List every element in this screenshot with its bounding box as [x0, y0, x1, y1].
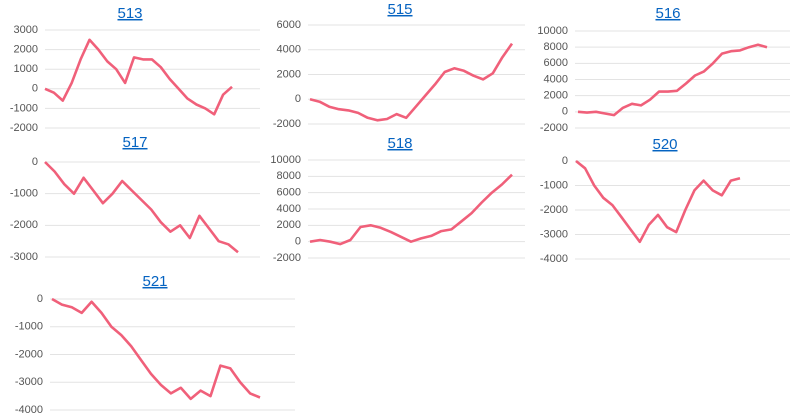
chart-title[interactable]: 513 — [117, 5, 142, 22]
y-tick-label: -2000 — [15, 348, 43, 360]
y-tick-label: 1000 — [14, 63, 38, 75]
chart-title[interactable]: 516 — [655, 5, 680, 22]
y-tick-label: -4000 — [540, 253, 568, 265]
y-tick-label: -1000 — [10, 188, 38, 200]
y-tick-label: -2000 — [273, 252, 301, 264]
y-tick-label: 2000 — [14, 44, 38, 56]
y-tick-label: -2000 — [540, 122, 568, 134]
y-tick-label: 0 — [37, 293, 43, 305]
chart-title[interactable]: 518 — [387, 135, 412, 152]
y-tick-label: 8000 — [277, 170, 301, 182]
y-tick-label: 2000 — [544, 90, 568, 102]
y-tick-label: 4000 — [277, 44, 301, 56]
chart-title[interactable]: 521 — [142, 273, 167, 290]
y-tick-label: 2000 — [277, 68, 301, 80]
y-tick-label: -2000 — [10, 122, 38, 134]
y-tick-label: -3000 — [540, 228, 568, 240]
y-tick-label: -2000 — [540, 204, 568, 216]
y-tick-label: 6000 — [277, 187, 301, 199]
y-tick-label: 10000 — [270, 154, 301, 166]
y-tick-label: -1000 — [10, 102, 38, 114]
data-line — [44, 161, 239, 254]
y-tick-label: 0 — [562, 106, 568, 118]
y-tick-label: 3000 — [14, 24, 38, 36]
y-tick-label: 6000 — [277, 19, 301, 31]
y-tick-label: 2000 — [277, 219, 301, 231]
chart-title[interactable]: 515 — [387, 1, 412, 18]
y-tick-label: -3000 — [10, 251, 38, 263]
y-tick-label: -4000 — [15, 404, 43, 416]
y-tick-label: 10000 — [537, 25, 568, 37]
y-tick-label: 0 — [295, 236, 301, 248]
chart-title[interactable]: 520 — [652, 136, 677, 153]
y-tick-label: -1000 — [540, 179, 568, 191]
y-tick-label: 0 — [32, 83, 38, 95]
y-tick-label: 0 — [295, 93, 301, 105]
y-tick-label: 0 — [562, 155, 568, 167]
data-line — [309, 42, 514, 122]
y-tick-label: 0 — [32, 156, 38, 168]
y-tick-label: 8000 — [544, 41, 568, 53]
data-line — [51, 297, 261, 401]
y-tick-label: -1000 — [15, 321, 43, 333]
y-tick-label: 4000 — [544, 73, 568, 85]
chart-title[interactable]: 517 — [122, 134, 147, 151]
y-tick-label: -2000 — [10, 219, 38, 231]
y-tick-label: -2000 — [273, 118, 301, 130]
data-line — [44, 38, 233, 116]
data-line — [575, 159, 741, 244]
data-line — [577, 43, 768, 117]
y-tick-label: 4000 — [277, 203, 301, 215]
data-line — [309, 173, 513, 246]
y-tick-label: -3000 — [15, 376, 43, 388]
y-tick-label: 6000 — [544, 57, 568, 69]
